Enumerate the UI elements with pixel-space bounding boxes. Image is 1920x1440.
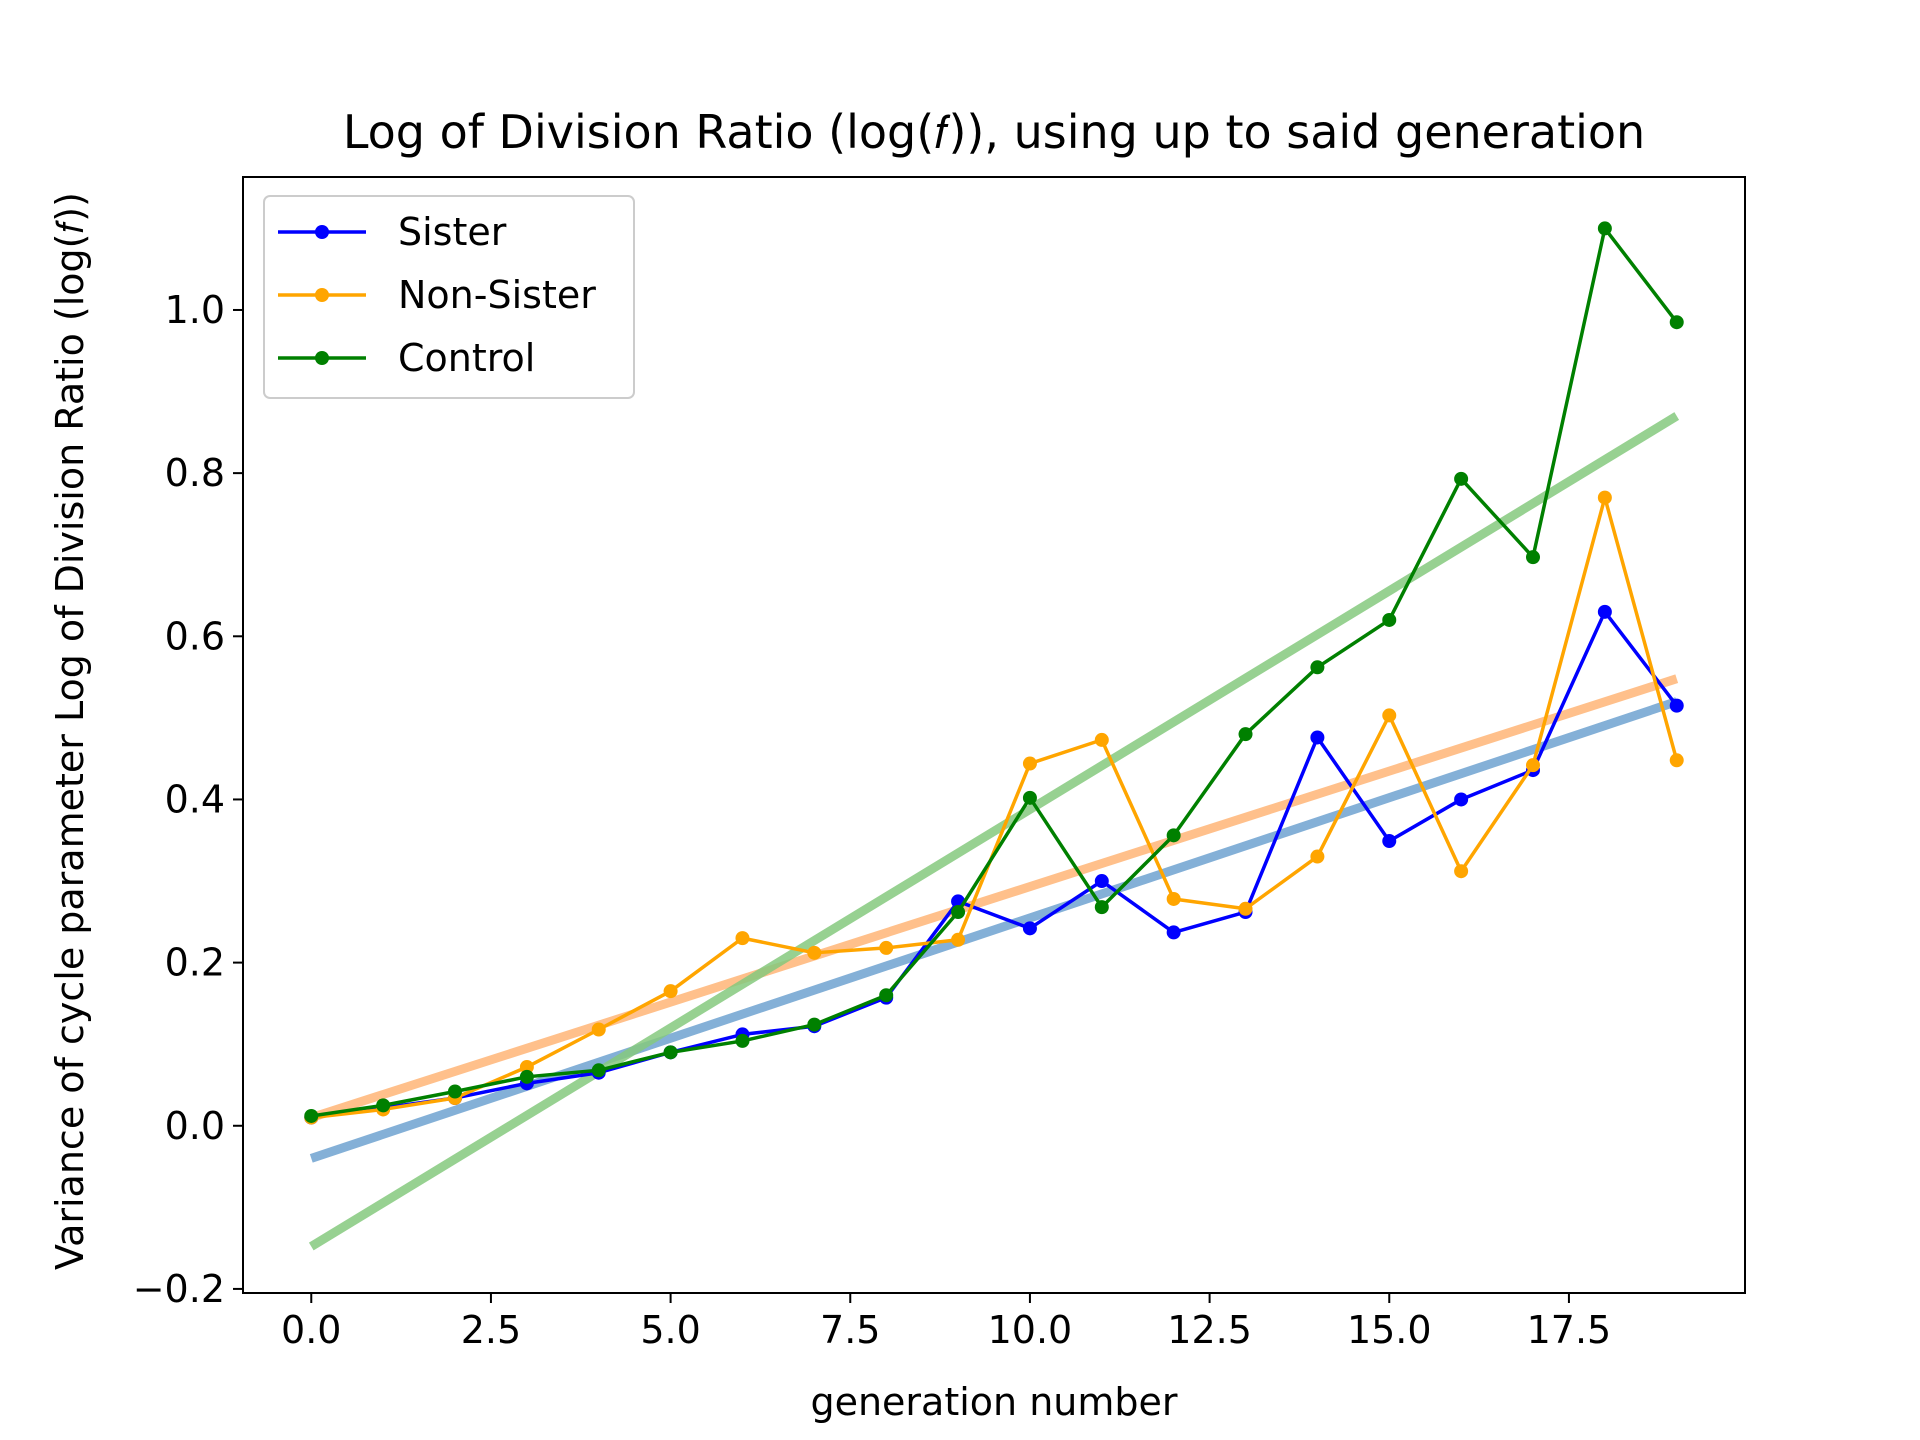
data-point-control bbox=[1310, 660, 1325, 675]
data-point-control bbox=[663, 1045, 678, 1060]
data-point-non-sister bbox=[1166, 891, 1181, 906]
y-tick-label: 0.6 bbox=[165, 614, 225, 658]
x-axis-label: generation number bbox=[810, 1380, 1177, 1424]
data-point-control bbox=[1525, 550, 1540, 565]
trend-line-non-sister bbox=[309, 674, 1679, 1122]
chart-title: Log of Division Ratio (log(𝑓)), using up… bbox=[343, 105, 1645, 159]
data-point-non-sister bbox=[591, 1022, 606, 1037]
data-point-non-sister bbox=[1310, 849, 1325, 864]
series-line-control bbox=[311, 226, 1679, 1118]
plot-area: 0.0 2.5 5.0 7.5 10.0 12.5 15.0 17.5 −0.2 0.0 0.2 0.… bbox=[133, 176, 1746, 1352]
x-tick-label: 17.5 bbox=[1527, 1308, 1612, 1352]
legend: Sister Non-Sister Control bbox=[263, 195, 635, 399]
data-point-control bbox=[1597, 221, 1612, 236]
data-point-sister bbox=[1669, 698, 1684, 713]
x-tick-label: 2.5 bbox=[461, 1308, 521, 1352]
data-point-control bbox=[807, 1017, 822, 1032]
data-point-non-sister bbox=[1022, 756, 1037, 771]
legend-box bbox=[263, 195, 635, 399]
y-tick-label: 0.2 bbox=[165, 941, 225, 985]
data-point-sister bbox=[1022, 921, 1037, 936]
legend-label-sister: Sister bbox=[398, 210, 507, 254]
x-tick-label: 12.5 bbox=[1167, 1308, 1252, 1352]
data-point-non-sister bbox=[1597, 490, 1612, 505]
data-point-non-sister bbox=[1525, 758, 1540, 773]
data-point-control bbox=[1454, 471, 1469, 486]
data-point-control bbox=[519, 1069, 534, 1084]
y-tick-label: 0.0 bbox=[165, 1104, 225, 1148]
x-tick-label: 15.0 bbox=[1347, 1308, 1432, 1352]
data-point-control bbox=[1094, 900, 1109, 915]
axes-frame bbox=[242, 176, 1746, 1294]
x-tick-label: 7.5 bbox=[820, 1308, 880, 1352]
data-point-non-sister bbox=[735, 931, 750, 946]
legend-marker-sister bbox=[315, 225, 329, 239]
series-line-sister bbox=[311, 610, 1679, 1120]
data-point-control bbox=[448, 1084, 463, 1099]
data-point-control bbox=[376, 1098, 391, 1113]
data-point-non-sister bbox=[1094, 732, 1109, 747]
x-tick-label: 5.0 bbox=[640, 1308, 700, 1352]
legend-marker-non-sister bbox=[315, 288, 329, 302]
data-point-control bbox=[304, 1108, 319, 1123]
data-point-control bbox=[735, 1033, 750, 1048]
legend-label-non-sister: Non-Sister bbox=[398, 273, 596, 317]
y-tick-label: 0.8 bbox=[165, 451, 225, 495]
data-point-control bbox=[951, 905, 966, 920]
legend-marker-control bbox=[315, 351, 329, 365]
y-tick-label: −0.2 bbox=[133, 1267, 225, 1311]
data-point-control bbox=[1166, 828, 1181, 843]
data-point-non-sister bbox=[807, 945, 822, 960]
data-point-sister bbox=[1597, 604, 1612, 619]
data-point-sister bbox=[1382, 834, 1397, 849]
data-point-control bbox=[879, 988, 894, 1003]
data-point-control bbox=[1382, 612, 1397, 627]
data-point-control bbox=[591, 1063, 606, 1078]
y-tick-label: 0.4 bbox=[165, 777, 225, 821]
y-tick-label: 1.0 bbox=[165, 288, 225, 332]
data-point-control bbox=[1022, 790, 1037, 805]
y-axis-label: Variance of cycle parameter Log of Divis… bbox=[48, 192, 92, 1270]
data-point-control bbox=[1238, 727, 1253, 742]
data-point-non-sister bbox=[1669, 753, 1684, 768]
data-point-sister bbox=[1454, 792, 1469, 807]
data-point-non-sister bbox=[1454, 864, 1469, 879]
data-point-sister bbox=[1094, 874, 1109, 889]
data-point-non-sister bbox=[663, 984, 678, 999]
legend-label-control: Control bbox=[398, 336, 535, 380]
x-tick-label: 0.0 bbox=[281, 1308, 341, 1352]
data-point-non-sister bbox=[879, 940, 894, 955]
data-point-sister bbox=[1166, 925, 1181, 940]
data-point-non-sister bbox=[519, 1060, 534, 1075]
data-point-non-sister bbox=[1382, 708, 1397, 723]
trend-line-control bbox=[308, 412, 1680, 1251]
data-point-sister bbox=[1310, 730, 1325, 745]
data-point-control bbox=[1669, 315, 1684, 330]
x-tick-label: 10.0 bbox=[988, 1308, 1073, 1352]
data-point-non-sister bbox=[1238, 901, 1253, 916]
data-point-non-sister bbox=[951, 932, 966, 947]
